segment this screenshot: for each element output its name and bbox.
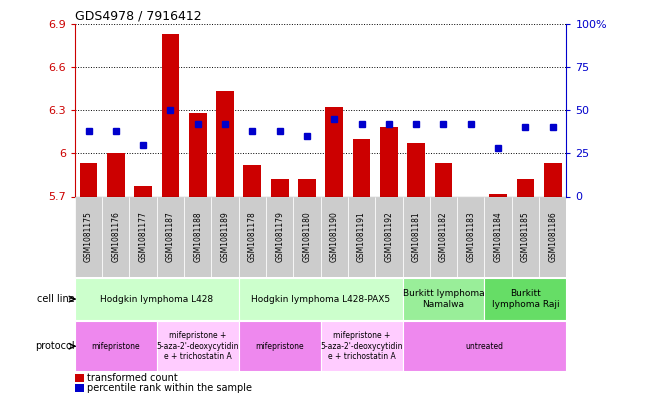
Text: GSM1081179: GSM1081179 xyxy=(275,211,284,262)
Bar xyxy=(408,143,425,196)
Text: GSM1081181: GSM1081181 xyxy=(411,211,421,262)
Text: mifepristone +
5-aza-2'-deoxycytidin
e + trichostatin A: mifepristone + 5-aza-2'-deoxycytidin e +… xyxy=(320,331,403,361)
Bar xyxy=(239,196,266,277)
Bar xyxy=(75,278,239,320)
Text: GSM1081190: GSM1081190 xyxy=(330,211,339,262)
Bar xyxy=(157,196,184,277)
Bar xyxy=(243,165,261,196)
Bar xyxy=(75,384,84,392)
Bar xyxy=(216,91,234,196)
Bar xyxy=(75,374,84,382)
Text: GSM1081192: GSM1081192 xyxy=(384,211,393,262)
Bar xyxy=(266,196,294,277)
Bar xyxy=(161,34,179,197)
Text: GSM1081180: GSM1081180 xyxy=(303,211,311,262)
Bar xyxy=(79,163,98,196)
Bar xyxy=(435,163,452,196)
Bar xyxy=(134,186,152,196)
Bar xyxy=(75,321,157,371)
Text: transformed count: transformed count xyxy=(87,373,178,383)
Bar xyxy=(157,321,239,371)
Text: GSM1081176: GSM1081176 xyxy=(111,211,120,262)
Text: GSM1081186: GSM1081186 xyxy=(548,211,557,262)
Text: mifepristone: mifepristone xyxy=(92,342,140,351)
Bar xyxy=(512,196,539,277)
Bar xyxy=(130,196,157,277)
Text: percentile rank within the sample: percentile rank within the sample xyxy=(87,383,252,393)
Text: GDS4978 / 7916412: GDS4978 / 7916412 xyxy=(75,9,202,22)
Text: GSM1081182: GSM1081182 xyxy=(439,211,448,262)
Text: Burkitt lymphoma
Namalwa: Burkitt lymphoma Namalwa xyxy=(403,289,484,309)
Text: GSM1081183: GSM1081183 xyxy=(466,211,475,262)
Text: GSM1081188: GSM1081188 xyxy=(193,211,202,262)
Text: Burkitt
lymphoma Raji: Burkitt lymphoma Raji xyxy=(492,289,559,309)
Bar xyxy=(189,113,206,196)
Text: protocol: protocol xyxy=(35,341,75,351)
Bar xyxy=(430,196,457,277)
Bar xyxy=(75,196,102,277)
Bar xyxy=(484,278,566,320)
Text: Hodgkin lymphoma L428: Hodgkin lymphoma L428 xyxy=(100,295,214,303)
Bar xyxy=(239,321,320,371)
Bar xyxy=(375,196,402,277)
Bar xyxy=(402,321,566,371)
Bar xyxy=(402,196,430,277)
Bar xyxy=(544,163,562,196)
Text: mifepristone: mifepristone xyxy=(255,342,304,351)
Text: GSM1081187: GSM1081187 xyxy=(166,211,175,262)
Bar xyxy=(380,127,398,196)
Text: GSM1081189: GSM1081189 xyxy=(221,211,230,262)
Bar xyxy=(184,196,212,277)
Bar xyxy=(294,196,320,277)
Bar xyxy=(490,194,507,196)
Bar xyxy=(402,278,484,320)
Text: cell line: cell line xyxy=(37,294,75,304)
Bar xyxy=(107,153,125,196)
Text: GSM1081177: GSM1081177 xyxy=(139,211,148,262)
Text: GSM1081178: GSM1081178 xyxy=(248,211,257,262)
Bar xyxy=(353,139,370,196)
Text: untreated: untreated xyxy=(465,342,503,351)
Bar xyxy=(239,278,402,320)
Text: GSM1081185: GSM1081185 xyxy=(521,211,530,262)
Text: GSM1081184: GSM1081184 xyxy=(493,211,503,262)
Bar xyxy=(484,196,512,277)
Bar xyxy=(271,179,288,196)
Bar xyxy=(102,196,130,277)
Bar xyxy=(457,196,484,277)
Text: GSM1081191: GSM1081191 xyxy=(357,211,366,262)
Bar xyxy=(320,321,402,371)
Bar xyxy=(298,179,316,196)
Text: GSM1081175: GSM1081175 xyxy=(84,211,93,262)
Bar xyxy=(212,196,239,277)
Bar xyxy=(326,107,343,196)
Bar xyxy=(320,196,348,277)
Text: Hodgkin lymphoma L428-PAX5: Hodgkin lymphoma L428-PAX5 xyxy=(251,295,390,303)
Bar xyxy=(516,179,534,196)
Bar xyxy=(348,196,375,277)
Text: mifepristone +
5-aza-2'-deoxycytidin
e + trichostatin A: mifepristone + 5-aza-2'-deoxycytidin e +… xyxy=(156,331,239,361)
Bar xyxy=(539,196,566,277)
